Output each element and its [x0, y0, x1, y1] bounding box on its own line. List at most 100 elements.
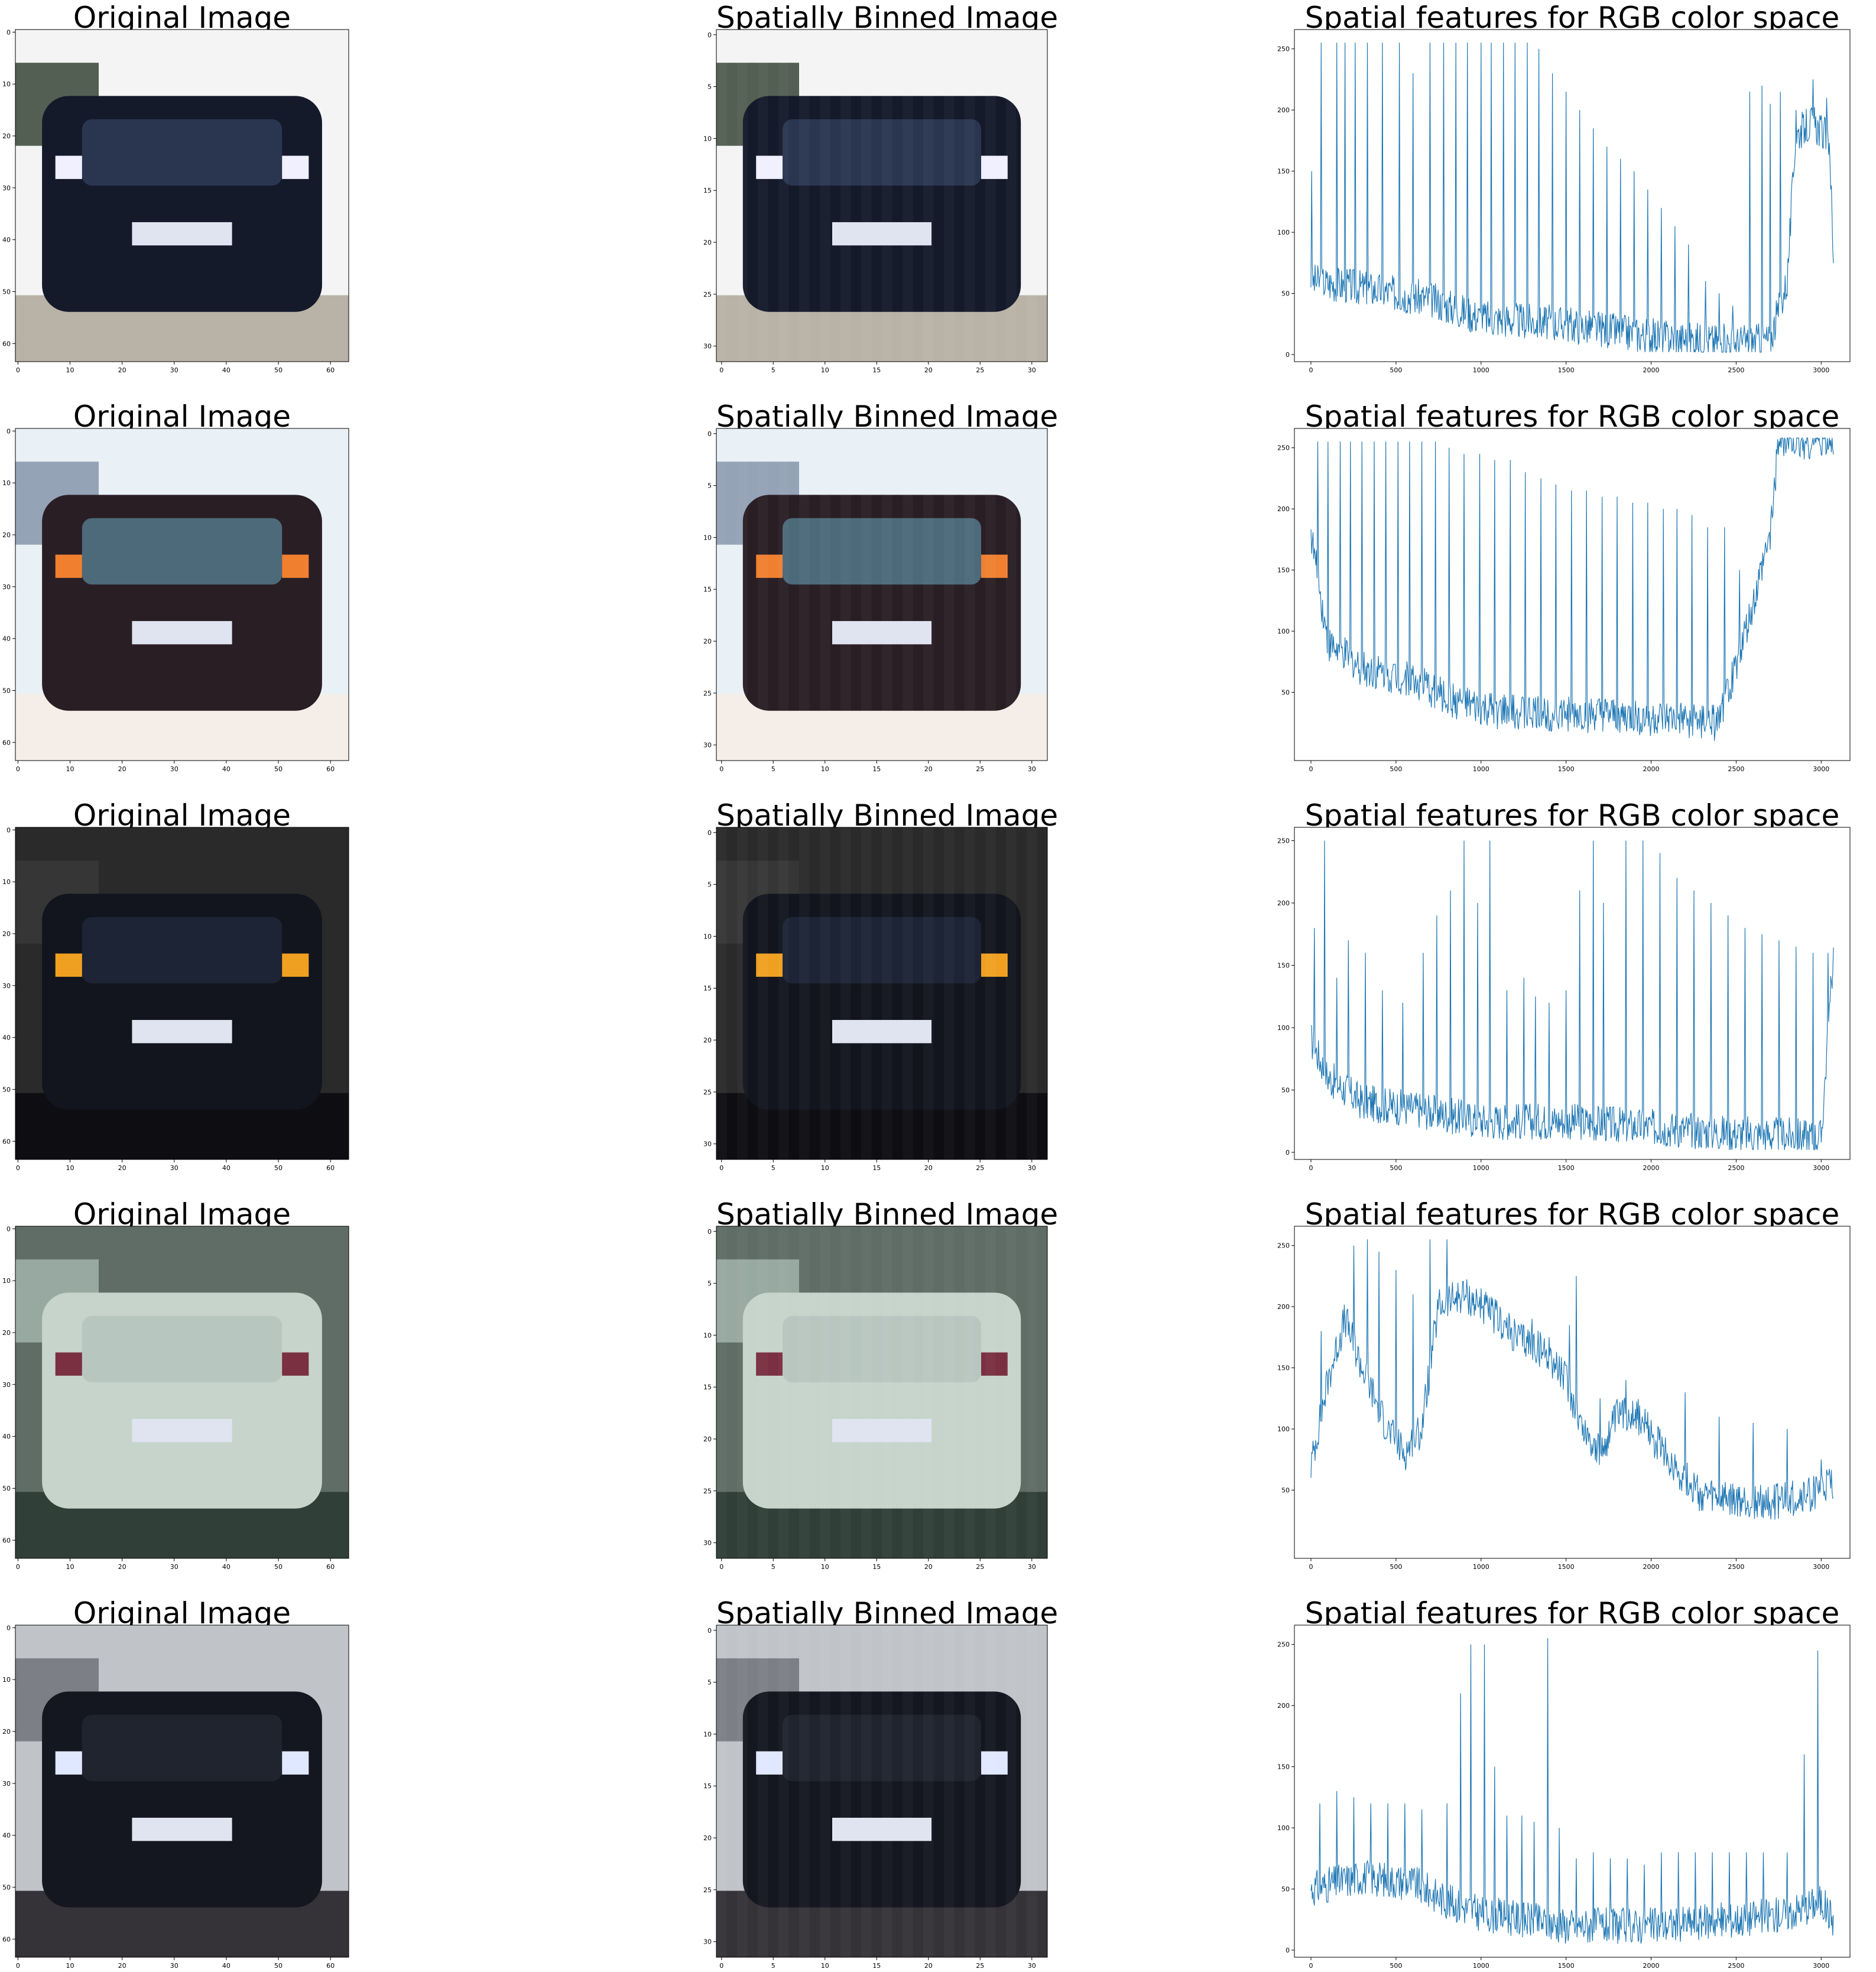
car-image-row-3	[716, 827, 1047, 1159]
binned-title-row-4: Spatially Binned Image	[716, 1197, 1059, 1232]
x-tick-label: 500	[1390, 1164, 1402, 1172]
x-tick-label: 25	[976, 765, 984, 773]
y-tick-label: 10	[2, 479, 11, 487]
y-tick-label: 200	[1277, 106, 1290, 114]
y-tick-label: 0	[1286, 1149, 1290, 1156]
y-tick-label: 20	[703, 638, 712, 645]
x-tick-label: 0	[16, 1563, 20, 1571]
y-tick-label: 100	[1277, 628, 1290, 635]
x-tick-label: 60	[326, 765, 335, 773]
x-tick-label: 10	[821, 1962, 829, 1970]
y-tick-label: 10	[2, 1277, 11, 1285]
x-tick-label: 5	[771, 1962, 775, 1970]
x-tick-label: 30	[1028, 1164, 1036, 1172]
y-tick-label: 150	[1277, 168, 1290, 176]
y-tick-label: 15	[703, 586, 712, 593]
car-image-row-4	[716, 1226, 1047, 1558]
x-tick-label: 0	[719, 1962, 723, 1970]
feature-series-line	[1310, 840, 1834, 1151]
x-tick-label: 30	[170, 1164, 178, 1172]
y-tick-label: 10	[2, 80, 11, 88]
y-tick-label: 10	[703, 534, 712, 541]
x-tick-label: 40	[222, 1962, 231, 1970]
y-tick-label: 30	[2, 1780, 11, 1788]
x-tick-label: 500	[1390, 1962, 1402, 1970]
x-tick-label: 10	[66, 1164, 74, 1172]
x-tick-label: 50	[274, 1563, 283, 1571]
y-tick-label: 50	[1281, 1886, 1290, 1893]
y-tick-label: 30	[703, 343, 712, 350]
features-title-row-5: Spatial features for RGB color space	[1304, 1596, 1840, 1630]
x-tick-label: 25	[976, 366, 984, 374]
y-tick-label: 20	[2, 1329, 11, 1337]
y-tick-label: 40	[2, 236, 11, 244]
y-tick-label: 30	[2, 982, 11, 990]
x-tick-label: 60	[326, 1164, 335, 1172]
x-tick-label: 0	[1309, 366, 1313, 374]
x-tick-label: 30	[170, 1563, 178, 1571]
y-tick-label: 20	[2, 930, 11, 938]
y-tick-label: 150	[1277, 962, 1290, 970]
y-tick-label: 50	[2, 1086, 11, 1093]
y-tick-label: 0	[707, 430, 712, 438]
x-tick-label: 15	[872, 765, 881, 773]
y-tick-label: 5	[707, 881, 712, 889]
y-tick-label: 250	[1277, 1242, 1290, 1250]
binned-title-row-2: Spatially Binned Image	[716, 399, 1059, 434]
y-tick-label: 200	[1277, 1303, 1290, 1311]
x-tick-label: 2000	[1643, 1164, 1660, 1172]
y-tick-label: 0	[707, 829, 712, 837]
x-tick-label: 15	[872, 1563, 881, 1571]
y-tick-label: 20	[2, 531, 11, 539]
car-image-row-5	[15, 1625, 349, 1957]
y-tick-label: 0	[7, 427, 11, 435]
x-tick-label: 1500	[1558, 366, 1575, 374]
x-tick-label: 50	[274, 765, 283, 773]
y-tick-label: 0	[1286, 351, 1290, 359]
x-tick-label: 25	[976, 1563, 984, 1571]
x-tick-label: 2500	[1728, 1563, 1744, 1571]
x-tick-label: 1500	[1558, 765, 1575, 773]
x-tick-label: 10	[66, 1563, 74, 1571]
y-tick-label: 40	[2, 1034, 11, 1042]
x-tick-label: 10	[821, 1563, 829, 1571]
x-tick-label: 20	[118, 1563, 126, 1571]
x-tick-label: 10	[821, 1164, 829, 1172]
x-tick-label: 60	[326, 1962, 335, 1970]
feature-series-line	[1310, 437, 1834, 741]
x-tick-label: 10	[821, 366, 829, 374]
x-tick-label: 20	[118, 765, 126, 773]
x-tick-label: 0	[1309, 1164, 1313, 1172]
x-tick-label: 60	[326, 1563, 335, 1571]
x-tick-label: 1500	[1558, 1563, 1575, 1571]
binned-title-row-5: Spatially Binned Image	[716, 1596, 1059, 1630]
y-tick-label: 150	[1277, 567, 1290, 574]
y-tick-label: 50	[1281, 1487, 1290, 1495]
x-tick-label: 30	[1028, 366, 1036, 374]
y-tick-label: 50	[2, 1484, 11, 1492]
y-tick-label: 0	[707, 31, 712, 39]
original-title-row-1: Original Image	[73, 1, 291, 35]
y-tick-label: 20	[2, 1728, 11, 1736]
y-tick-label: 30	[703, 1938, 712, 1946]
x-tick-label: 20	[118, 1164, 126, 1172]
x-tick-label: 5	[771, 765, 775, 773]
car-image-row-3	[15, 827, 349, 1159]
x-tick-label: 1000	[1473, 1164, 1489, 1172]
car-image-row-2	[15, 428, 349, 761]
x-tick-label: 500	[1390, 366, 1402, 374]
y-tick-label: 10	[2, 878, 11, 886]
x-tick-label: 10	[821, 765, 829, 773]
x-tick-label: 30	[170, 765, 178, 773]
x-tick-label: 40	[222, 1164, 231, 1172]
y-tick-label: 15	[703, 985, 712, 992]
